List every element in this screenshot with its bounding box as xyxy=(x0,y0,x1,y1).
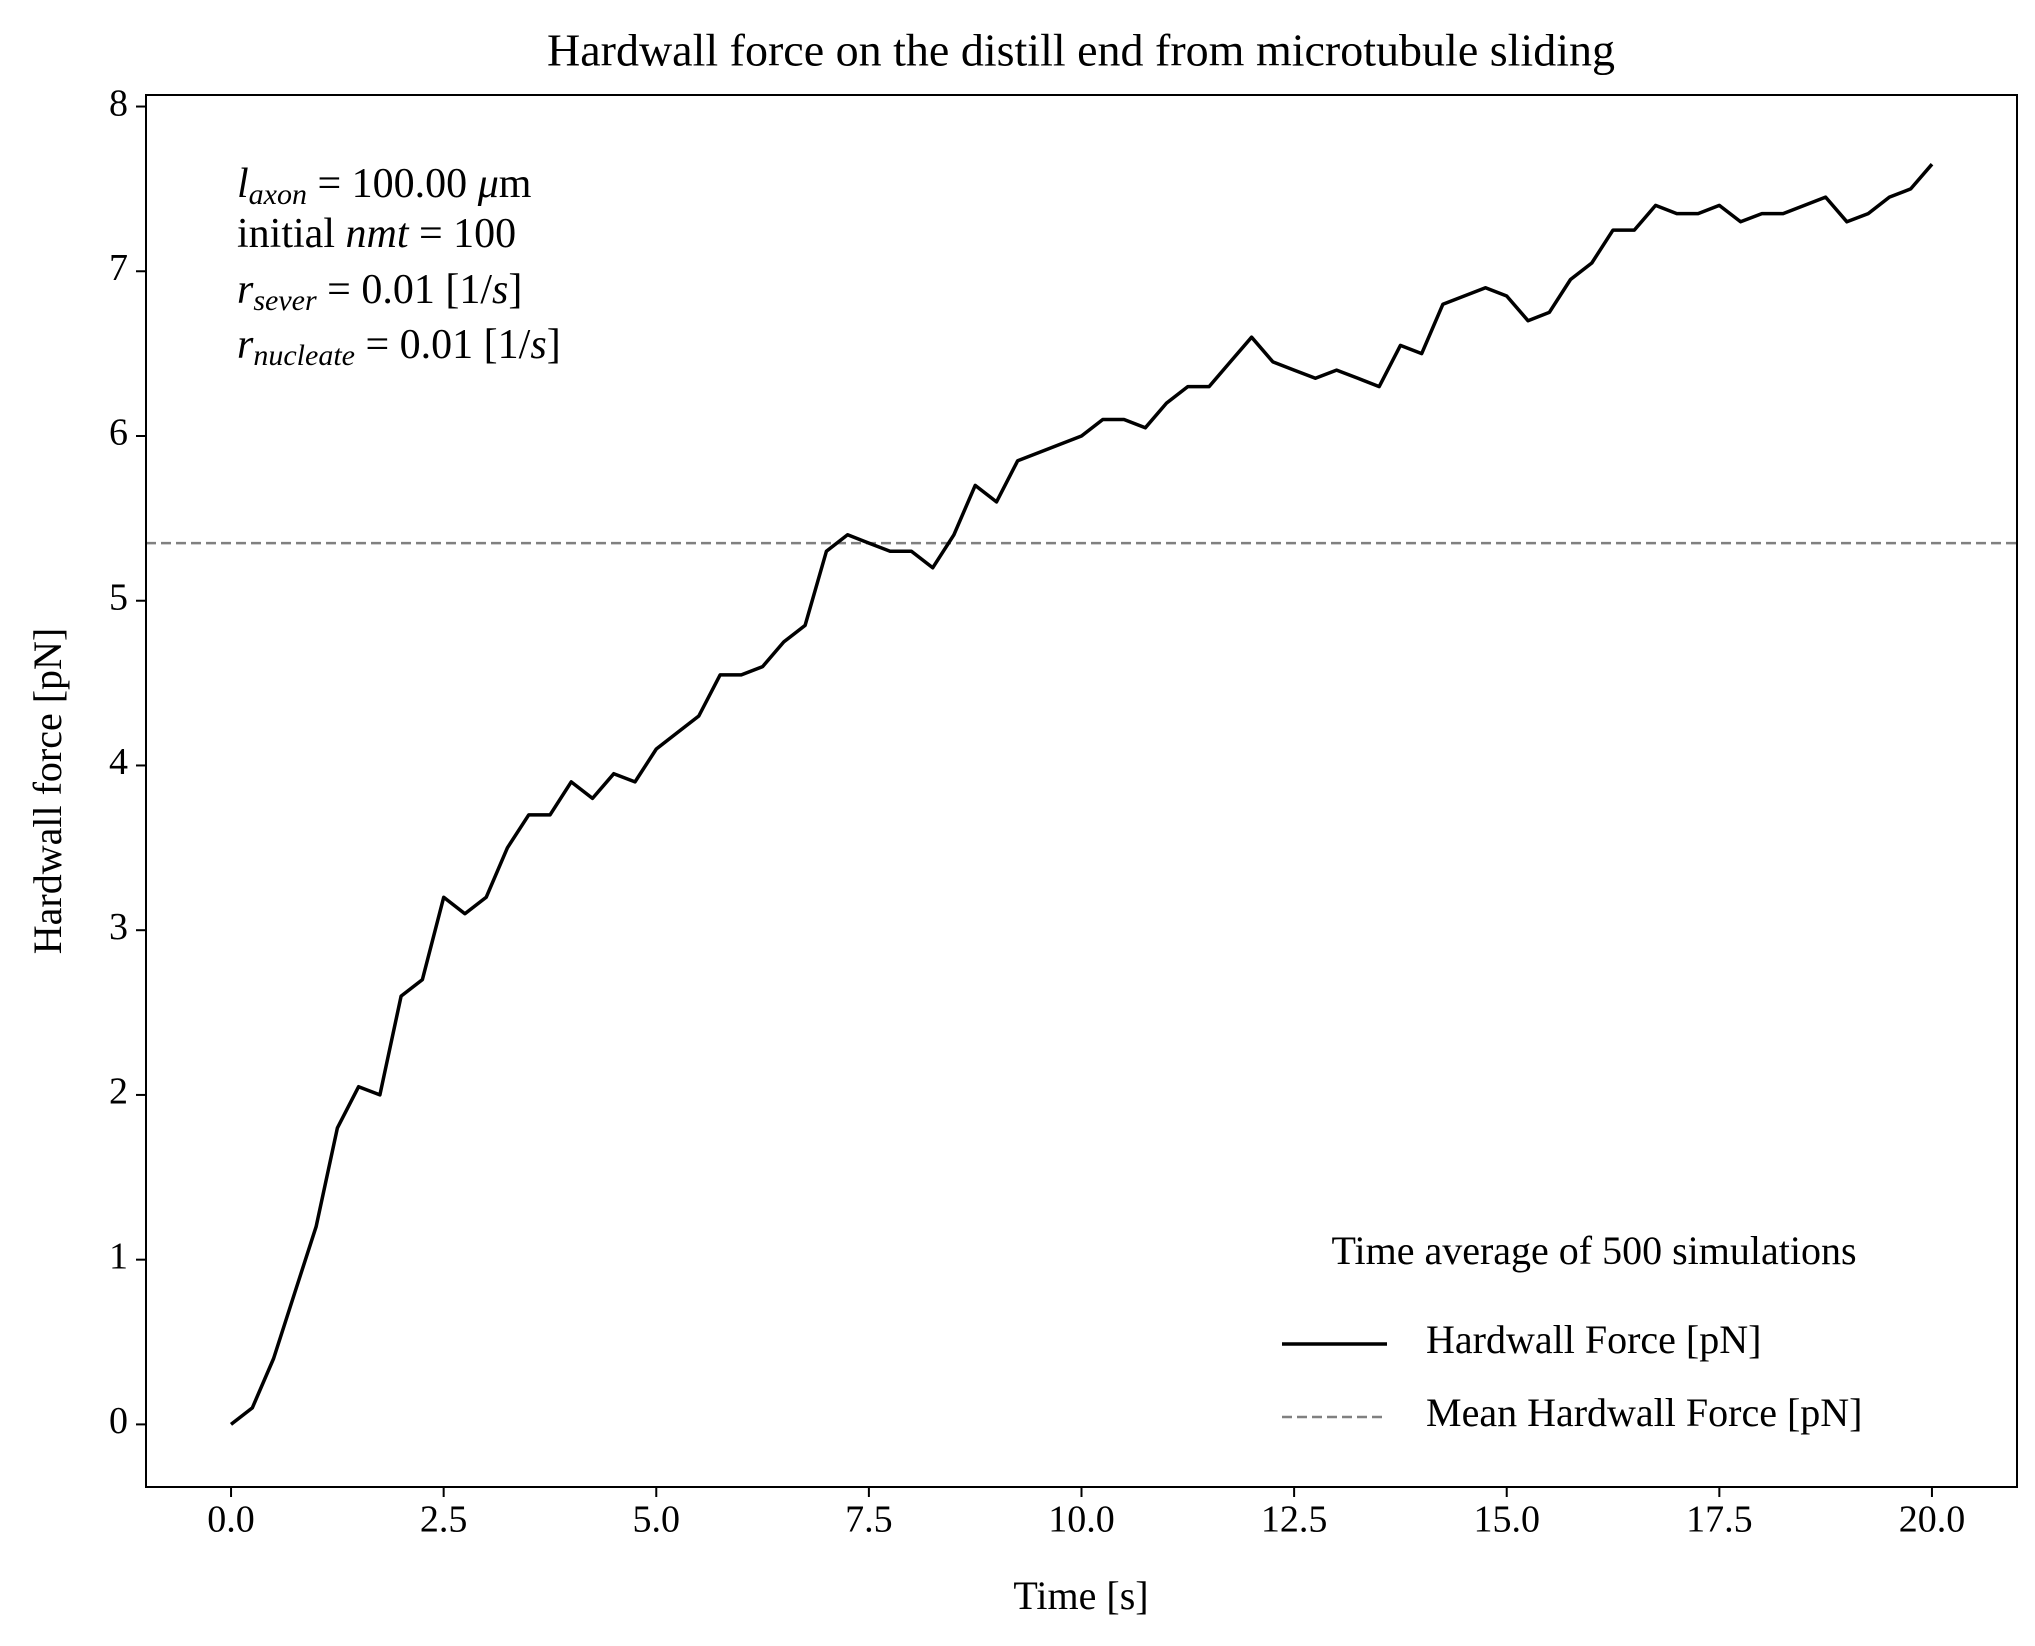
x-tick-label: 17.5 xyxy=(1686,1499,1753,1541)
text: r xyxy=(237,267,254,313)
annotation-line: laxon = 100.00 μm xyxy=(237,161,532,211)
text: axon xyxy=(249,178,307,211)
y-tick-label: 2 xyxy=(109,1071,128,1113)
text: ] xyxy=(508,267,522,313)
chart-title: Hardwall force on the distill end from m… xyxy=(547,25,1615,76)
y-tick-label: 3 xyxy=(109,906,128,948)
x-tick-label: 20.0 xyxy=(1899,1499,1966,1541)
annotation-line: rsever = 0.01 [1/s] xyxy=(237,267,522,317)
legend-label: Mean Hardwall Force [pN] xyxy=(1426,1390,1863,1435)
text: m xyxy=(499,161,532,207)
y-tick-label: 5 xyxy=(109,576,128,618)
text: = 100 xyxy=(409,211,517,257)
x-tick-label: 10.0 xyxy=(1048,1499,1115,1541)
text: r xyxy=(237,322,254,368)
x-tick-label: 2.5 xyxy=(420,1499,468,1541)
annotation-line: initial nmt = 100 xyxy=(237,211,516,257)
legend-title: Time average of 500 simulations xyxy=(1331,1228,1856,1273)
text: s xyxy=(492,267,508,313)
plot-frame xyxy=(145,94,2018,1488)
x-axis-label: Time [s] xyxy=(1013,1573,1148,1618)
legend-label: Hardwall Force [pN] xyxy=(1426,1317,1761,1362)
data-line xyxy=(229,163,1934,1426)
text: initial xyxy=(237,211,346,257)
annotation-line: rnucleate = 0.01 [1/s] xyxy=(237,322,561,372)
x-tick-label: 0.0 xyxy=(207,1499,255,1541)
text: l xyxy=(237,161,249,207)
text: = 0.01 [1/ xyxy=(317,267,493,313)
y-tick-label: 6 xyxy=(109,412,128,454)
y-tick-label: 8 xyxy=(109,82,128,124)
annotation: laxon = 100.00 μm initial nmt = 100 rsev… xyxy=(237,161,561,372)
x-tick-label: 5.0 xyxy=(633,1499,681,1541)
y-axis-label: Hardwall force [pN] xyxy=(25,628,70,955)
y-tick-label: 0 xyxy=(109,1400,128,1442)
x-tick-label: 7.5 xyxy=(845,1499,893,1541)
text: s xyxy=(530,322,546,368)
text: μ xyxy=(477,161,499,207)
x-tick-label: 12.5 xyxy=(1261,1499,1328,1541)
text: nmt xyxy=(346,211,410,257)
text: nucleate xyxy=(253,339,355,372)
text: sever xyxy=(253,284,317,317)
text: = 0.01 [1/ xyxy=(355,322,531,368)
y-tick-label: 1 xyxy=(109,1235,128,1277)
text: ] xyxy=(547,322,561,368)
x-tick-label: 15.0 xyxy=(1473,1499,1540,1541)
y-tick-label: 7 xyxy=(109,247,128,289)
y-tick-label: 4 xyxy=(109,741,128,783)
text: = 100.00 xyxy=(307,161,478,207)
